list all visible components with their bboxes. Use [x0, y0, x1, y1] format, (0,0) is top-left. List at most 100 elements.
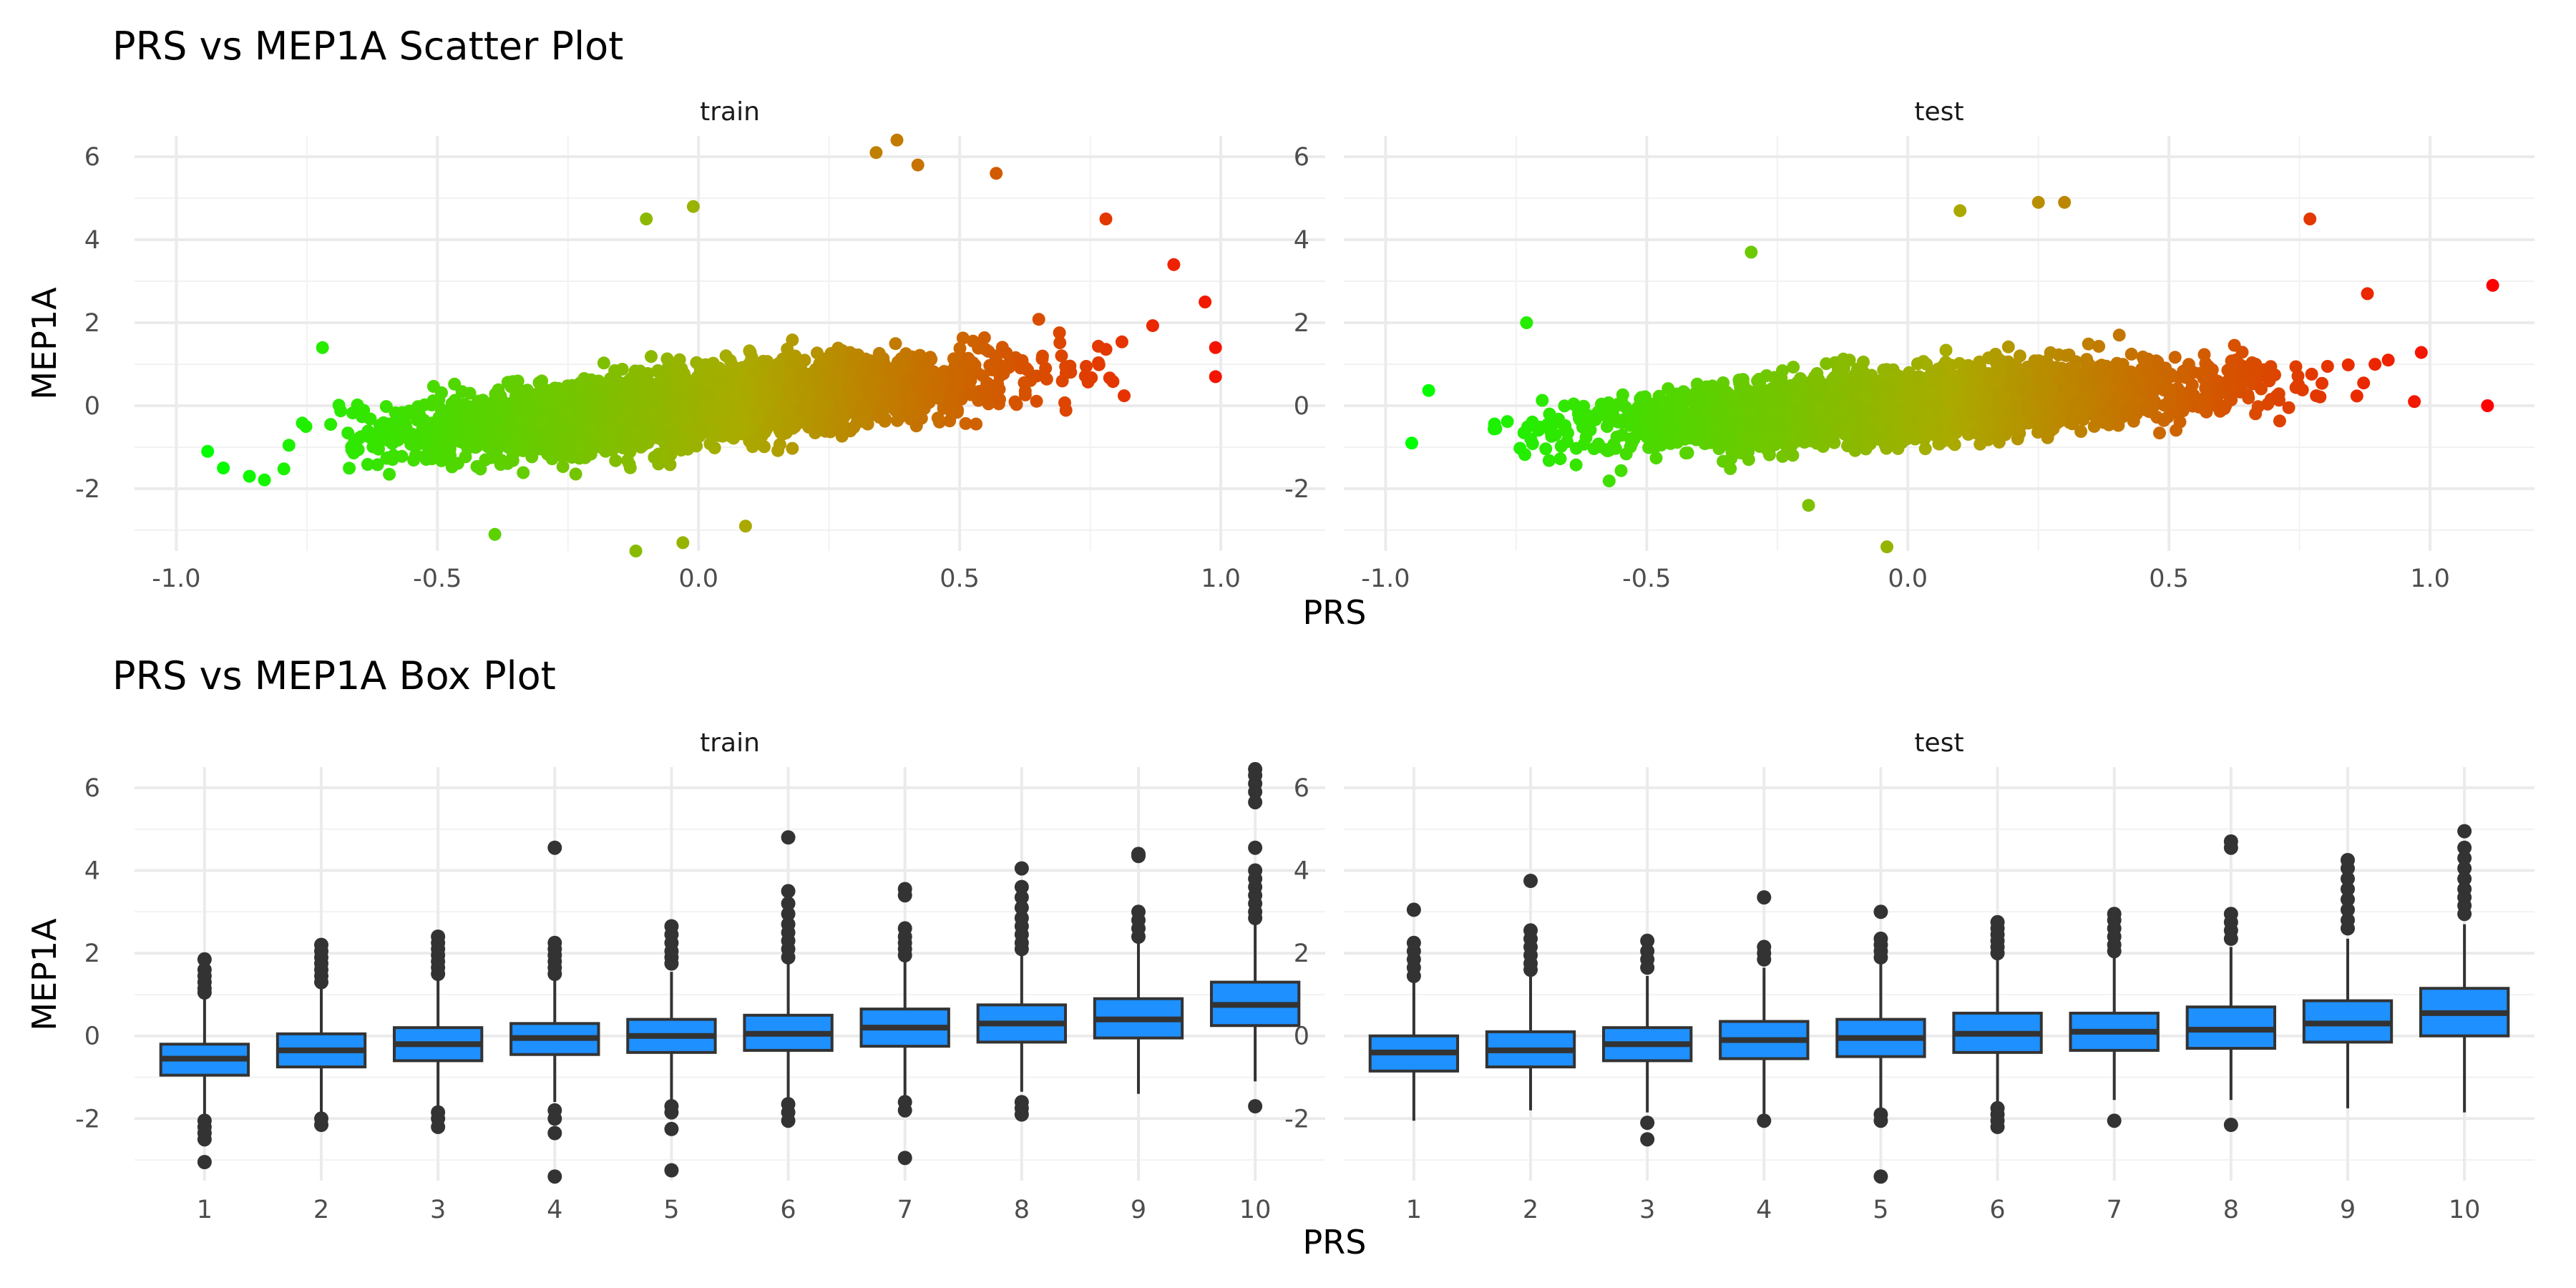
data-point	[945, 407, 959, 421]
data-point	[496, 394, 509, 408]
data-point	[889, 337, 902, 351]
data-point	[645, 350, 658, 364]
data-point	[445, 460, 459, 474]
data-point	[760, 380, 774, 394]
data-point	[950, 376, 963, 390]
data-point	[598, 431, 611, 444]
data-point	[761, 355, 774, 369]
data-point	[2321, 360, 2334, 373]
data-point	[813, 408, 826, 421]
data-point	[517, 414, 530, 427]
data-point	[387, 449, 400, 462]
data-point	[1146, 319, 1159, 333]
data-point	[243, 469, 256, 483]
data-point	[869, 356, 882, 369]
y-tick-label: 0	[84, 392, 100, 421]
data-point	[569, 467, 582, 481]
data-point	[937, 371, 951, 384]
data-point	[407, 454, 421, 467]
data-point	[1536, 394, 1549, 407]
data-point	[560, 407, 573, 421]
data-point	[758, 397, 772, 411]
data-point	[383, 467, 396, 481]
data-point	[714, 372, 728, 386]
data-point	[277, 462, 291, 476]
data-point	[673, 353, 686, 366]
data-point	[1422, 384, 1435, 397]
data-point	[582, 387, 595, 401]
data-point	[970, 417, 983, 431]
data-point	[995, 361, 1009, 375]
data-point	[556, 450, 570, 463]
data-point	[457, 397, 471, 411]
data-point	[488, 527, 502, 541]
data-point	[800, 392, 814, 406]
scatter-points	[201, 133, 1222, 557]
data-point	[964, 388, 977, 401]
data-point	[2013, 349, 2026, 363]
data-point	[1018, 388, 1032, 401]
data-point	[931, 411, 945, 425]
y-tick-label: 2	[1294, 309, 1309, 338]
data-point	[1118, 389, 1131, 403]
data-point	[1030, 394, 1043, 408]
data-point	[876, 406, 889, 420]
data-point	[686, 200, 700, 213]
data-point	[592, 374, 605, 388]
data-point	[609, 454, 623, 467]
data-point	[746, 436, 759, 450]
data-point	[850, 416, 864, 429]
data-point	[489, 414, 503, 427]
data-point	[1569, 458, 1583, 472]
data-point	[976, 369, 990, 383]
data-point	[645, 386, 659, 399]
data-point	[924, 353, 938, 366]
data-point	[977, 331, 991, 344]
scatter-points	[1405, 195, 2499, 554]
data-point	[930, 391, 944, 405]
data-point	[1032, 313, 1045, 326]
data-point	[594, 411, 607, 424]
data-point	[581, 414, 595, 427]
data-point	[693, 362, 707, 376]
data-point	[1018, 376, 1031, 389]
data-point	[869, 146, 883, 160]
x-tick-label: 0.0	[678, 565, 718, 593]
data-point	[1209, 370, 1222, 384]
data-point	[769, 416, 782, 430]
data-point	[382, 418, 396, 431]
data-point	[386, 436, 399, 450]
data-point	[789, 349, 802, 363]
data-point	[299, 420, 313, 433]
data-point	[809, 363, 822, 376]
data-point	[660, 352, 674, 366]
data-point	[509, 433, 523, 446]
x-tick-label: 0.5	[940, 565, 980, 593]
data-point	[885, 384, 899, 398]
data-point	[651, 364, 665, 377]
data-point	[511, 374, 525, 388]
data-point	[629, 545, 643, 557]
data-point	[258, 473, 271, 487]
data-point	[389, 406, 402, 419]
facet-label: train	[700, 97, 760, 127]
data-point	[743, 356, 756, 370]
data-point	[771, 444, 785, 457]
y-tick-label: 4	[1294, 226, 1309, 255]
data-point	[811, 346, 824, 360]
x-tick-label: -0.5	[1622, 565, 1671, 593]
data-point	[1081, 375, 1095, 389]
data-point	[758, 440, 771, 454]
data-point	[847, 356, 860, 370]
data-point	[982, 397, 995, 411]
data-point	[1010, 398, 1023, 411]
data-point	[696, 384, 709, 398]
data-point	[867, 374, 880, 387]
data-point	[468, 421, 482, 435]
data-point	[676, 536, 690, 550]
data-point	[2357, 376, 2371, 390]
